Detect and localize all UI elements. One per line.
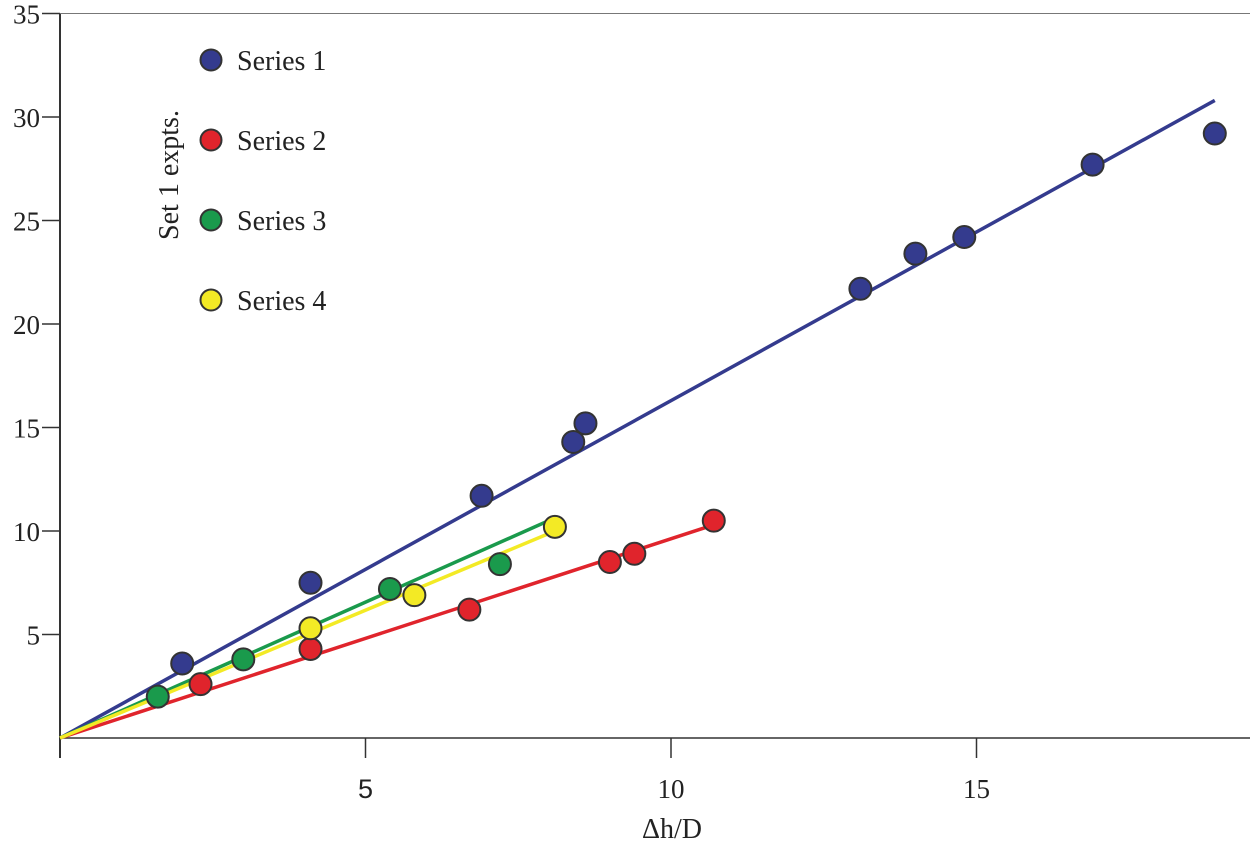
point-series-1 bbox=[170, 651, 195, 676]
legend-label-series-4: Series 4 bbox=[237, 286, 326, 317]
legend-marker-series-2 bbox=[199, 128, 223, 152]
fit-lines bbox=[59, 98, 1216, 740]
y-tick-label: 5 bbox=[27, 621, 41, 651]
legend-marker-series-1 bbox=[199, 48, 223, 72]
point-series-3 bbox=[231, 647, 256, 672]
y-axis-title: Set 1 expts. bbox=[154, 110, 185, 240]
y-tick-label: 30 bbox=[13, 103, 40, 133]
point-series-3 bbox=[145, 684, 170, 709]
point-series-1 bbox=[1080, 152, 1105, 177]
point-series-2 bbox=[597, 550, 622, 575]
point-series-3 bbox=[487, 552, 512, 577]
y-tick-label: 15 bbox=[13, 414, 40, 444]
fit-line-series-1 bbox=[59, 98, 1216, 740]
point-series-2 bbox=[622, 541, 647, 566]
point-series-2 bbox=[701, 508, 726, 533]
point-series-1 bbox=[903, 241, 928, 266]
point-series-1 bbox=[1202, 121, 1227, 146]
point-series-1 bbox=[469, 483, 494, 508]
point-series-1 bbox=[298, 570, 323, 595]
y-tick-label: 10 bbox=[13, 517, 40, 547]
data-points bbox=[145, 121, 1227, 709]
x-tick-label: 5 bbox=[358, 774, 373, 804]
legend-marker-series-3 bbox=[199, 208, 223, 232]
legend-label-series-2: Series 2 bbox=[237, 126, 326, 157]
point-series-1 bbox=[848, 276, 873, 301]
x-axis-title: Δh/D bbox=[642, 814, 702, 845]
y-tick-label: 35 bbox=[13, 0, 40, 30]
point-series-2 bbox=[457, 597, 482, 622]
y-tick-label: 25 bbox=[13, 207, 40, 237]
point-series-4 bbox=[542, 514, 567, 539]
point-series-4 bbox=[298, 616, 323, 641]
point-series-3 bbox=[377, 576, 402, 601]
x-tick-label: 15 bbox=[963, 774, 990, 804]
point-series-2 bbox=[188, 672, 213, 697]
point-series-1 bbox=[573, 411, 598, 436]
x-tick-label: 10 bbox=[658, 774, 685, 804]
axes: 5 10 15 20 25 30 35 5 10 15 bbox=[13, 0, 1250, 804]
point-series-2 bbox=[298, 636, 323, 661]
point-series-4 bbox=[402, 583, 427, 608]
legend-marker-series-4 bbox=[199, 288, 223, 312]
point-series-1 bbox=[952, 225, 977, 250]
legend: Series 1 Series 2 Series 3 Series 4 bbox=[199, 46, 326, 317]
legend-label-series-3: Series 3 bbox=[237, 206, 326, 237]
y-tick-label: 20 bbox=[13, 310, 40, 340]
legend-label-series-1: Series 1 bbox=[237, 46, 326, 77]
point-series-1 bbox=[561, 429, 586, 454]
